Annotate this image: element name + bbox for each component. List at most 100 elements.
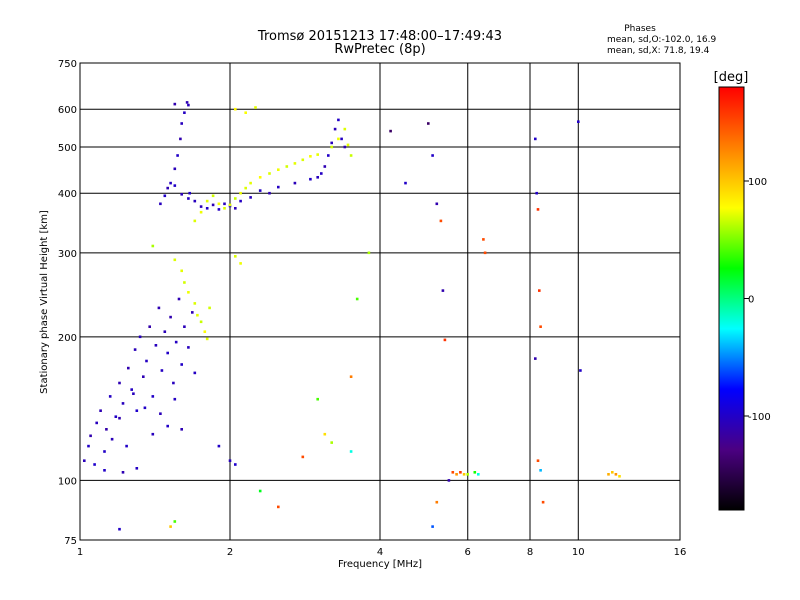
x-tick-label: 4 (377, 547, 383, 558)
data-point (211, 203, 215, 207)
data-point (447, 479, 451, 482)
data-point (483, 251, 487, 255)
data-point (199, 320, 203, 324)
data-point (539, 469, 542, 472)
data-point (205, 207, 209, 210)
data-point (337, 137, 340, 141)
data-point (203, 330, 207, 333)
data-point (541, 500, 545, 504)
data-point (607, 473, 610, 476)
data-point (180, 269, 183, 273)
data-point (249, 196, 252, 199)
data-point (239, 191, 242, 195)
data-point (163, 194, 167, 198)
data-point (217, 202, 221, 206)
data-point (323, 432, 327, 436)
data-point (441, 289, 445, 292)
data-point (258, 489, 262, 493)
data-point (193, 302, 197, 305)
x-tick-label: 8 (527, 547, 533, 558)
x-tick-label: 6 (465, 547, 471, 558)
data-point (268, 191, 271, 195)
data-point (301, 455, 305, 459)
data-point (234, 197, 237, 200)
data-point (157, 306, 161, 310)
x-axis-label: Frequency [MHz] (338, 559, 422, 570)
data-point (187, 291, 190, 294)
data-point (121, 471, 125, 474)
data-point (389, 129, 392, 133)
y-axis-label: Stationary phase Virtual Height [km] (39, 210, 50, 394)
data-point (614, 473, 618, 476)
x-tick-label: 2 (227, 547, 233, 558)
y-axis-ticks: 75 100 200 300 400 500 600 750 (58, 59, 77, 547)
data-point (163, 330, 167, 333)
chart-title-line2: RwPretec (8p) (334, 42, 425, 57)
data-point (343, 145, 347, 149)
data-point (427, 122, 430, 125)
data-point (258, 189, 262, 192)
y-tick-label: 400 (58, 189, 77, 200)
data-point (188, 191, 191, 195)
data-point (173, 167, 177, 171)
data-point (277, 168, 280, 171)
colorbar-ticks: 100 0 -100 (744, 177, 771, 423)
data-point (330, 141, 333, 145)
data-point (118, 416, 121, 420)
data-point (142, 375, 145, 378)
data-point (309, 177, 312, 181)
data-point (169, 525, 172, 528)
data-point (316, 397, 319, 401)
data-point (187, 197, 190, 200)
chart-title-line1: Tromsø 20151213 17:48:00–17:49:43 (257, 29, 502, 44)
data-point (337, 118, 340, 122)
colorbar-tick-label: 100 (748, 177, 767, 188)
data-point (349, 450, 353, 453)
data-point (173, 397, 177, 401)
data-point (217, 444, 221, 448)
data-point (349, 375, 353, 378)
data-point (199, 205, 203, 208)
data-point (159, 412, 162, 415)
data-point (534, 137, 537, 141)
data-point (349, 154, 353, 157)
data-point (166, 351, 169, 355)
data-point (135, 467, 139, 470)
data-point (293, 162, 297, 165)
data-point (180, 122, 183, 125)
data-point (538, 289, 541, 292)
data-point (316, 176, 319, 179)
data-point (180, 428, 183, 431)
data-point (205, 337, 209, 341)
data-point (534, 357, 537, 360)
data-point (108, 395, 112, 398)
data-point (208, 306, 211, 310)
data-point (618, 475, 621, 478)
data-point (183, 325, 186, 328)
data-point (239, 199, 242, 203)
data-point (205, 199, 209, 203)
data-point (404, 181, 407, 185)
data-point (536, 208, 540, 211)
plot-area (79, 62, 681, 541)
data-point (179, 137, 182, 141)
data-point (199, 210, 203, 214)
data-point (177, 297, 181, 301)
x-tick-label: 10 (572, 547, 585, 558)
data-point (83, 459, 86, 462)
data-point (320, 172, 323, 175)
data-point (223, 202, 226, 206)
x-axis-ticks: 1 2 4 6 8 10 16 (77, 547, 687, 558)
data-point (431, 525, 434, 528)
data-point (127, 366, 130, 370)
data-point (459, 471, 462, 474)
data-point (89, 434, 92, 438)
data-point (114, 415, 118, 418)
data-point (327, 154, 330, 157)
data-point (355, 297, 359, 301)
data-point (466, 473, 469, 476)
data-point (172, 381, 175, 385)
data-point (143, 406, 147, 410)
data-point (173, 258, 177, 262)
